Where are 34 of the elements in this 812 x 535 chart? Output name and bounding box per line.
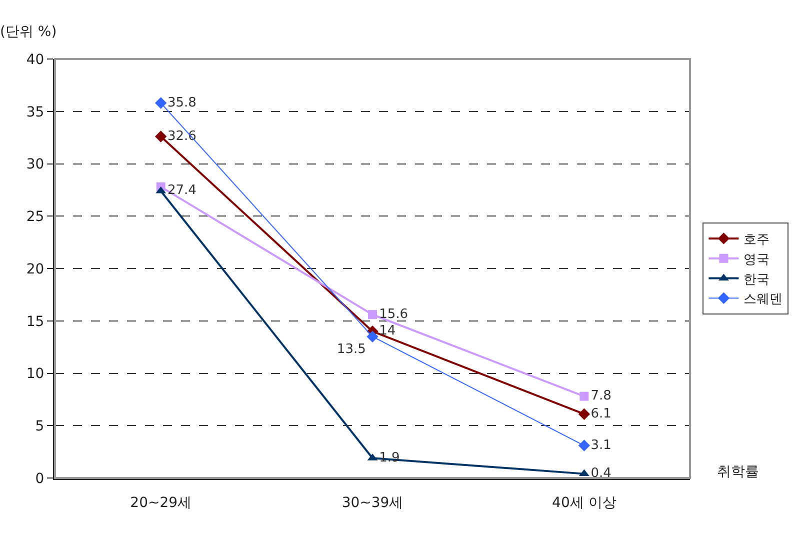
point	[368, 310, 377, 320]
y-tick-label: 30	[26, 156, 44, 173]
point	[578, 440, 590, 452]
data-label: 6.1	[590, 406, 612, 422]
data-label: 15.6	[379, 306, 408, 322]
legend-label: 한국	[744, 272, 770, 288]
data-label: 35.8	[167, 95, 196, 110]
y-tick-label: 10	[26, 366, 44, 382]
y-tick-label: 5	[35, 418, 44, 435]
x-tick-label: 30~39세	[342, 494, 404, 511]
point	[154, 97, 167, 109]
point	[154, 130, 167, 142]
legend-label: 스웨덴	[744, 292, 783, 308]
legend-label: 호주	[744, 232, 770, 248]
data-label: 13.5	[336, 342, 366, 357]
y-tick-label: 25	[26, 209, 44, 226]
data-label: 0.4	[590, 466, 612, 482]
data-label: 3.1	[590, 438, 612, 453]
x-axis-title: 취학률	[717, 464, 759, 480]
point	[366, 330, 378, 342]
y-tick-label: 0	[35, 470, 44, 487]
x-tick-label: 20~29세	[130, 494, 192, 511]
x-tick-label: 40세 이상	[552, 494, 616, 511]
y-tick-label: 20	[26, 261, 44, 278]
y-tick-label: 15	[26, 314, 44, 330]
y-tick-label: 40	[26, 52, 44, 68]
data-label: 7.8	[590, 388, 612, 404]
point	[578, 408, 590, 420]
y-tick-label: 35	[26, 104, 44, 120]
data-label: 27.4	[167, 183, 196, 198]
point	[580, 392, 589, 401]
data-label: 14	[379, 324, 396, 339]
legend-label: 영국	[744, 252, 770, 268]
y-axis-title: (단위 %)	[0, 24, 57, 40]
